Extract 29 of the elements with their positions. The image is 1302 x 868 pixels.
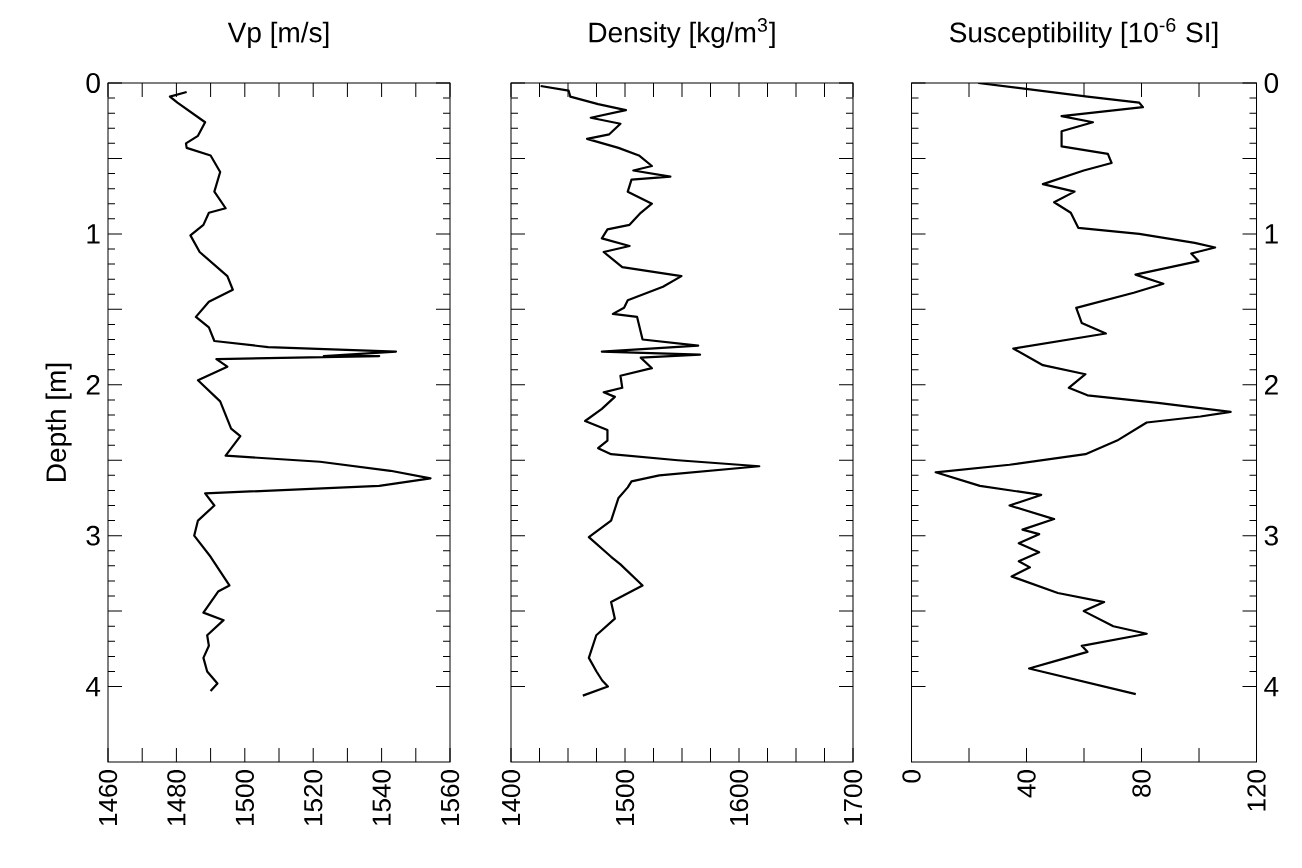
y-tick-label: 3 <box>86 525 100 546</box>
x-tick-label: 1600 <box>729 770 749 825</box>
x-tick-label: 1480 <box>167 770 186 825</box>
y2-tick-label: 1 <box>1265 224 1278 244</box>
x-tick-label: 0 <box>902 770 921 783</box>
x-tick-label: 1700 <box>843 770 863 825</box>
x-tick-label: 1540 <box>372 770 391 825</box>
x-tick-label: 40 <box>1017 770 1036 798</box>
y-axis-title: Depth [m] <box>45 363 72 481</box>
x-tick-label: 1500 <box>235 770 254 825</box>
x-tick-label: 1560 <box>440 770 460 825</box>
x-tick-label: 80 <box>1132 770 1151 797</box>
x-tick-label: 1520 <box>303 770 323 825</box>
y2-tick-label: 2 <box>1264 374 1278 395</box>
x-tick-label: 1460 <box>98 770 118 825</box>
chart-title: Density [kg/m$^{3}$] <box>589 18 775 48</box>
x-tick-label: 120 <box>1247 770 1266 811</box>
x-tick-label: 1400 <box>501 770 521 825</box>
y2-tick-label: 0 <box>1264 73 1279 93</box>
y-tick-label: 1 <box>87 224 100 244</box>
x-tick-label: 1500 <box>615 770 635 825</box>
y-tick-label: 0 <box>86 73 100 93</box>
y2-tick-label: 4 <box>1264 676 1279 697</box>
y-tick-label: 4 <box>85 676 101 697</box>
y-tick-label: 2 <box>86 374 100 395</box>
chart-title: Susceptibility [10$^{-6}$ SI] <box>950 18 1218 48</box>
chart-title: Vp [m/s] <box>227 21 329 48</box>
y2-tick-label: 3 <box>1264 525 1278 546</box>
line-series <box>168 90 432 693</box>
